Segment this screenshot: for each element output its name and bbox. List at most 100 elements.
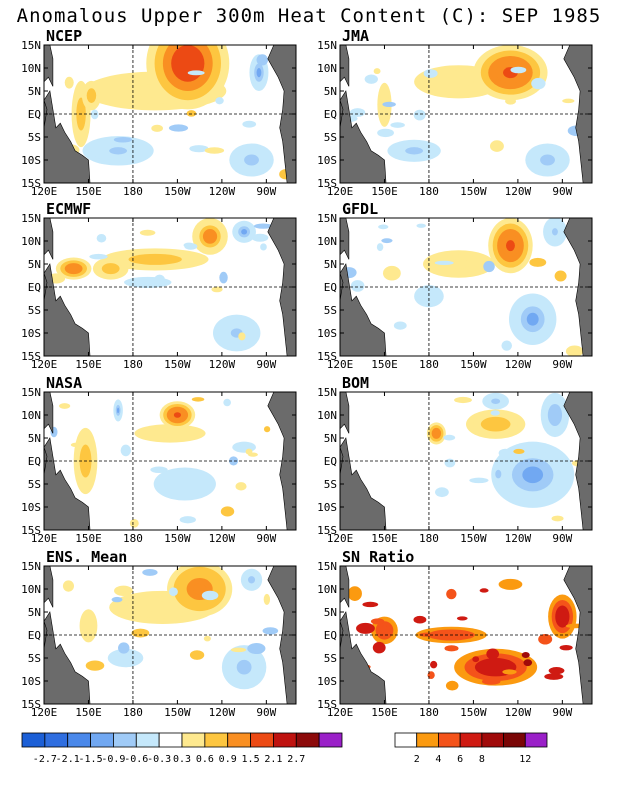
lat-tick-label: EQ	[324, 281, 337, 294]
lat-tick-label: 10S	[317, 501, 337, 514]
anomaly-blob	[92, 257, 129, 280]
anomaly-blob	[134, 424, 206, 443]
lon-tick-label: 90W	[552, 706, 572, 719]
panel-label: NASA	[46, 374, 82, 392]
lat-tick-label: 15S	[317, 524, 337, 537]
lon-tick-label: 120W	[209, 532, 236, 545]
lon-tick-label: 150E	[371, 358, 398, 371]
lat-tick-label: 10S	[317, 327, 337, 340]
anomaly-blob	[466, 409, 526, 439]
lat-tick-label: 10S	[21, 675, 41, 688]
lat-tick-label: 15S	[21, 177, 41, 190]
lon-tick-label: 120W	[505, 532, 532, 545]
lat-tick-label: 10N	[21, 235, 41, 248]
lon-tick-label: 150E	[371, 706, 398, 719]
lat-tick-label: 5N	[324, 606, 337, 619]
colorbar-label: 8	[479, 754, 485, 765]
anomaly-blob	[82, 136, 154, 166]
lat-tick-label: EQ	[28, 455, 41, 468]
lon-tick-label: 150W	[460, 706, 487, 719]
anomaly-blob	[232, 441, 256, 453]
colorbar-label: 1.5	[242, 754, 260, 765]
lat-tick-label: 15N	[21, 386, 41, 399]
anomaly-blob	[232, 220, 256, 243]
anomaly-blob	[498, 578, 523, 590]
lon-tick-label: 120W	[505, 358, 532, 371]
colorbar-swatch	[204, 732, 229, 748]
lat-tick-label: 5S	[324, 131, 337, 144]
anomaly-blob	[146, 45, 230, 110]
colorbar-swatch	[250, 732, 274, 748]
lon-tick-label: 120W	[505, 706, 532, 719]
lon-tick-label: 180	[123, 358, 143, 371]
anomaly-blob	[192, 218, 228, 255]
colorbar-label: -0.3	[147, 754, 171, 765]
heat-colorbar: -2.7-2.1-1.5-0.9-0.6-0.3 0.3 0.6 0.9 1.5 2.1 2…	[21, 732, 343, 765]
lat-tick-label: 15S	[21, 350, 41, 363]
lat-tick-label: 5N	[28, 432, 41, 445]
anomaly-blob	[426, 422, 446, 445]
anomaly-blob	[212, 314, 261, 352]
lat-tick-label: 15N	[317, 386, 337, 399]
colorbar-swatch	[227, 732, 251, 748]
colorbar-swatch	[459, 732, 483, 748]
lat-tick-label: 10S	[317, 675, 337, 688]
anomaly-blob	[153, 467, 216, 501]
anomaly-blob	[221, 645, 267, 690]
lon-tick-label: 180	[123, 706, 143, 719]
lon-tick-label: 90W	[552, 358, 572, 371]
land-mask	[340, 45, 592, 183]
colorbar-swatch	[273, 732, 297, 748]
lon-tick-label: 150W	[164, 185, 191, 198]
lat-tick-label: EQ	[324, 455, 337, 468]
lat-tick-label: 5N	[28, 85, 41, 98]
lat-tick-label: 15S	[317, 177, 337, 190]
land-mask	[44, 218, 296, 356]
lat-tick-label: 10N	[317, 235, 337, 248]
colorbar-swatch	[90, 732, 114, 748]
colorbar-swatch	[135, 732, 160, 748]
lat-tick-label: EQ	[28, 629, 41, 642]
colorbar-swatch	[21, 732, 46, 748]
lon-tick-label: 150W	[164, 532, 191, 545]
lon-tick-label: 150W	[460, 358, 487, 371]
lat-tick-label: EQ	[324, 629, 337, 642]
lat-tick-label: 5S	[28, 131, 41, 144]
lat-tick-label: 15S	[21, 524, 41, 537]
lat-tick-label: 10S	[21, 501, 41, 514]
lon-tick-label: 120E	[327, 706, 354, 719]
lat-tick-label: 15S	[317, 350, 337, 363]
anomaly-blob	[525, 143, 570, 177]
anomaly-blob	[473, 45, 548, 101]
panel-label: GFDL	[342, 200, 378, 218]
colorbar-label: 12	[519, 754, 531, 765]
lon-tick-label: 90W	[256, 706, 276, 719]
speckle	[341, 66, 586, 152]
lon-tick-label: 180	[419, 185, 439, 198]
anomaly-blob	[508, 293, 557, 345]
anomaly-blob	[101, 248, 209, 271]
panel-label: SN Ratio	[342, 548, 414, 566]
land-mask	[44, 45, 296, 183]
land-mask	[44, 392, 296, 530]
anomaly-blob	[482, 392, 509, 410]
lon-tick-label: 120W	[209, 706, 236, 719]
lon-tick-label: 150E	[75, 706, 102, 719]
colorbar-swatch	[181, 732, 206, 748]
colorbar-swatch	[503, 732, 526, 748]
lat-tick-label: 10N	[317, 583, 337, 596]
lat-tick-label: EQ	[324, 108, 337, 121]
colorbar-label: -2.1	[56, 754, 80, 765]
lat-tick-label: 10N	[317, 409, 337, 422]
lat-tick-label: 15N	[317, 212, 337, 225]
lon-tick-label: 90W	[256, 358, 276, 371]
lon-tick-label: 120E	[31, 532, 58, 545]
lon-tick-label: 90W	[552, 532, 572, 545]
lat-tick-label: 15N	[21, 212, 41, 225]
lat-tick-label: 5N	[324, 432, 337, 445]
colorbar-swatch	[158, 732, 183, 748]
